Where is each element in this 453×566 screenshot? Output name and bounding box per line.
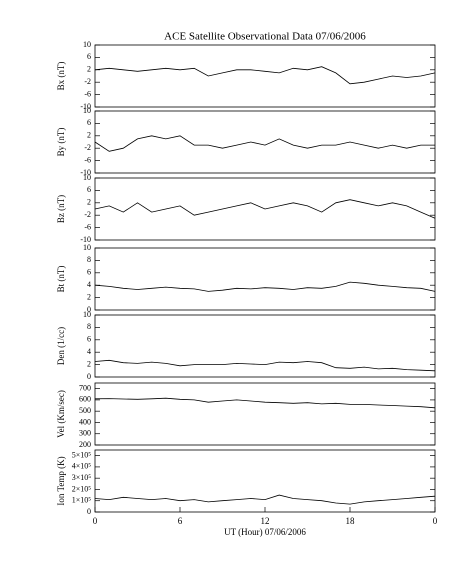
y-tick-label: 2 xyxy=(87,65,91,74)
panel-frame xyxy=(94,110,436,174)
data-line xyxy=(94,494,436,505)
y-tick-label: 6 xyxy=(87,185,91,194)
y-tick-label: 6 xyxy=(87,268,91,277)
y-tick-label: 0 xyxy=(87,372,91,381)
y-tick-label: -10 xyxy=(80,168,91,177)
x-tick-label: 12 xyxy=(261,516,270,526)
y-tick-label: 2 xyxy=(87,198,91,207)
y-tick-label: -6 xyxy=(84,89,91,98)
y-tick-label: 6 xyxy=(87,52,91,61)
y-tick-label: 1×10⁵ xyxy=(72,496,92,505)
x-axis-label: UT (Hour) 07/06/2006 xyxy=(224,527,306,537)
x-tick-label: 18 xyxy=(346,516,356,526)
y-tick-label: 400 xyxy=(79,417,91,426)
y-tick-label: 10 xyxy=(83,173,91,182)
y-tick-label: 2 xyxy=(87,359,91,368)
y-tick-label: 0 xyxy=(87,305,91,314)
y-tick-label: 10 xyxy=(83,310,91,319)
y-tick-label: 3×10⁵ xyxy=(72,473,92,482)
y-axis-label: By (nT) xyxy=(56,128,66,157)
panel-frame xyxy=(94,382,436,446)
data-line xyxy=(94,397,436,409)
y-tick-label: 10 xyxy=(83,40,91,49)
y-tick-label: -6 xyxy=(84,155,91,164)
y-axis-label: Bt (nT) xyxy=(56,266,66,293)
data-line xyxy=(94,66,436,85)
y-tick-label: 4 xyxy=(87,347,91,356)
y-tick-label: 300 xyxy=(79,429,91,438)
y-tick-label: 5×10⁵ xyxy=(72,450,92,459)
y-axis-label: Bx (nT) xyxy=(56,62,66,91)
y-tick-label: -2 xyxy=(84,77,91,86)
y-tick-label: -6 xyxy=(84,222,91,231)
y-tick-label: 500 xyxy=(79,406,91,415)
x-tick-label: 0 xyxy=(93,516,98,526)
y-tick-label: 6 xyxy=(87,335,91,344)
y-tick-label: -2 xyxy=(84,210,91,219)
y-tick-label: -10 xyxy=(80,102,91,111)
panel-frame xyxy=(94,247,436,311)
y-axis-label: Ion Temp (K) xyxy=(56,456,66,505)
y-axis-label: Den (1/cc) xyxy=(56,327,66,365)
y-tick-label: -10 xyxy=(80,235,91,244)
y-tick-label: 200 xyxy=(79,440,91,449)
x-tick-label: 6 xyxy=(178,516,183,526)
chart-title: ACE Satellite Observational Data 07/06/2… xyxy=(164,31,366,43)
y-axis-label: Vel (Km/sec) xyxy=(56,390,66,438)
y-tick-label: 6 xyxy=(87,118,91,127)
y-tick-label: 700 xyxy=(79,383,91,392)
panel-frame xyxy=(94,449,436,513)
data-line xyxy=(94,199,436,219)
y-tick-label: 10 xyxy=(83,106,91,115)
data-line xyxy=(94,281,436,292)
y-tick-label: 4×10⁵ xyxy=(72,462,92,471)
y-tick-label: 2 xyxy=(87,292,91,301)
y-tick-label: -2 xyxy=(84,143,91,152)
y-tick-label: 8 xyxy=(87,255,91,264)
y-tick-label: 600 xyxy=(79,395,91,404)
panel-frame xyxy=(94,314,436,378)
y-tick-label: 4 xyxy=(87,280,91,289)
y-axis-label: Bz (nT) xyxy=(56,195,66,223)
y-tick-label: 2×10⁵ xyxy=(72,484,92,493)
x-tick-label: 0 xyxy=(433,516,438,526)
y-tick-label: 8 xyxy=(87,322,91,331)
y-tick-label: 10 xyxy=(83,243,91,252)
y-tick-label: 2 xyxy=(87,131,91,140)
y-tick-label: 0 xyxy=(87,507,91,516)
panel-frame xyxy=(94,44,436,108)
data-line xyxy=(94,359,436,372)
data-line xyxy=(94,135,435,152)
